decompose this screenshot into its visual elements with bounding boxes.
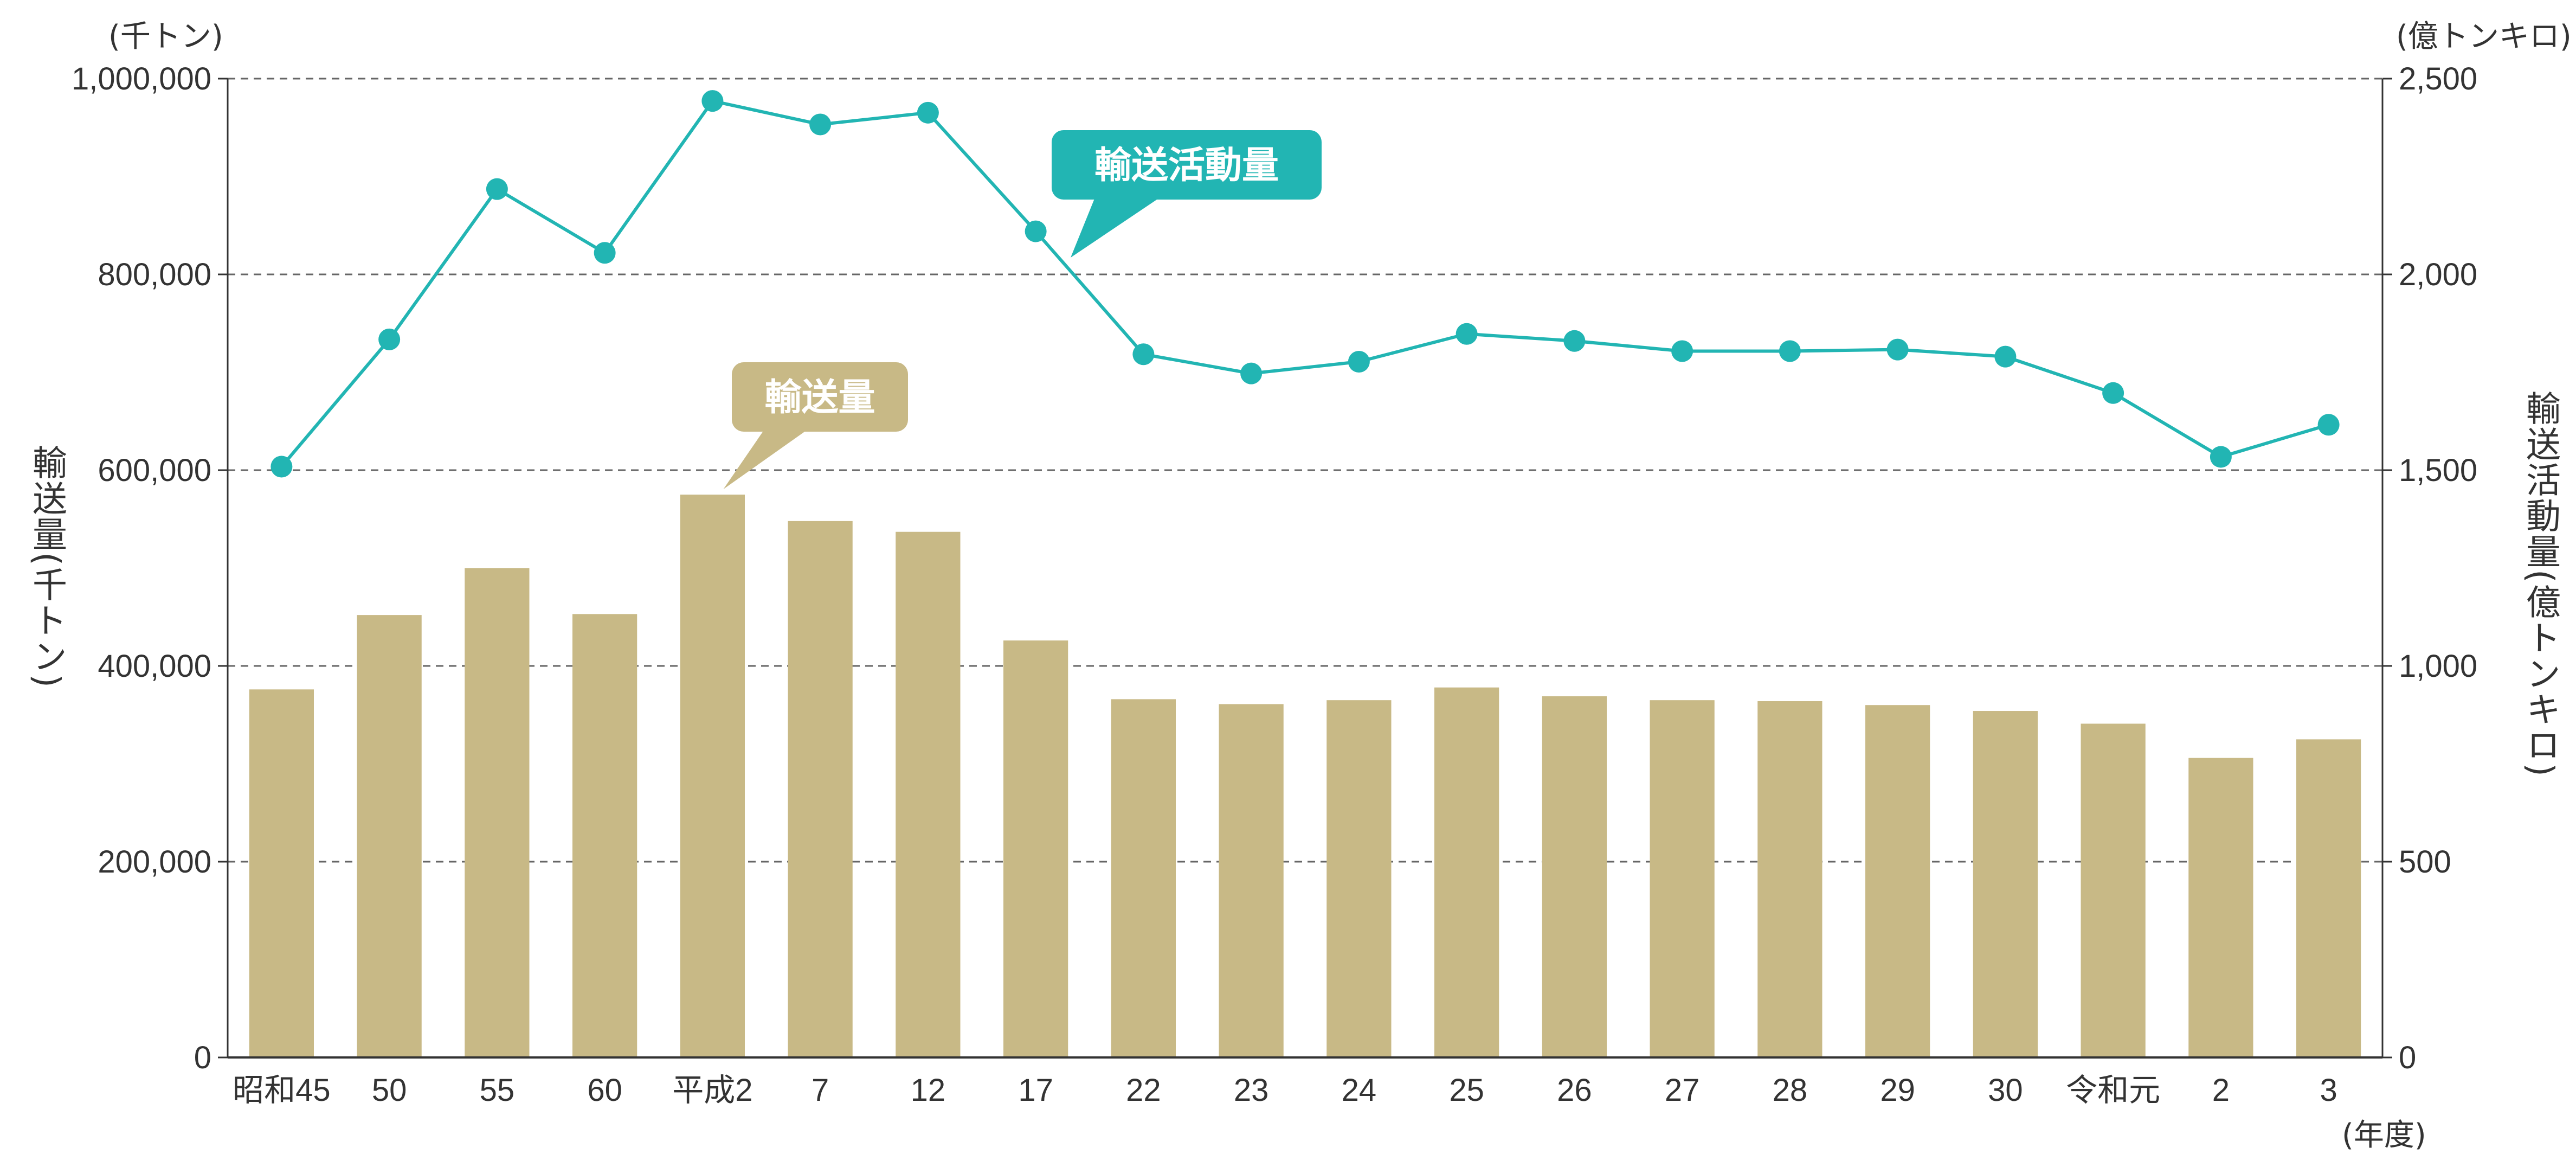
line-point bbox=[1671, 340, 1693, 362]
line-point bbox=[701, 90, 724, 112]
x-axis-unit: (年度) bbox=[2342, 1118, 2426, 1153]
x-tick-label: 55 bbox=[480, 1073, 515, 1108]
left-tick-label: 200,000 bbox=[98, 844, 211, 880]
bar-callout-label: 輸送量 bbox=[764, 376, 875, 419]
left-tick-label: 400,000 bbox=[98, 649, 211, 684]
bar bbox=[1003, 640, 1068, 1057]
bar bbox=[2296, 739, 2361, 1057]
bar bbox=[1326, 700, 1392, 1057]
bar bbox=[1434, 687, 1499, 1057]
line-point bbox=[2317, 414, 2340, 436]
line-point bbox=[486, 178, 508, 200]
x-tick-label: 27 bbox=[1665, 1073, 1700, 1108]
bar-series bbox=[249, 495, 2361, 1057]
tick-labels: 0 200,000 400,000 600,000 800,000 1,000,000 0 5… bbox=[72, 61, 2477, 1108]
bar bbox=[357, 615, 422, 1057]
line-point bbox=[378, 328, 401, 350]
x-tick-label: 30 bbox=[1988, 1073, 2023, 1108]
x-tick-label: 12 bbox=[911, 1073, 946, 1108]
bar-callout-box bbox=[732, 362, 908, 432]
left-tick-label: 0 bbox=[194, 1040, 211, 1075]
x-tick-label: 令和元 bbox=[2066, 1073, 2160, 1108]
bar bbox=[465, 568, 530, 1057]
bar bbox=[1757, 701, 1822, 1057]
line-point bbox=[809, 113, 832, 136]
line-point bbox=[1886, 338, 1909, 361]
line-point bbox=[1348, 351, 1370, 373]
left-tick-label: 600,000 bbox=[98, 453, 211, 488]
line-point bbox=[271, 456, 293, 478]
x-tick-label: 3 bbox=[2320, 1073, 2337, 1108]
bar bbox=[572, 614, 637, 1057]
bar-callout-pointer bbox=[723, 429, 808, 490]
right-tick-label: 500 bbox=[2399, 844, 2451, 880]
left-axis-unit: (千トン) bbox=[108, 19, 223, 54]
x-tick-label: 60 bbox=[587, 1073, 622, 1108]
x-tick-label: 28 bbox=[1773, 1073, 1808, 1108]
line-point bbox=[1994, 345, 2017, 368]
x-tick-label: 26 bbox=[1557, 1073, 1592, 1108]
axes bbox=[218, 78, 2392, 1059]
x-tick-label: 昭和45 bbox=[233, 1073, 331, 1108]
line-point bbox=[1025, 220, 1047, 242]
x-tick-label: 22 bbox=[1126, 1073, 1161, 1108]
line-point bbox=[1779, 340, 1801, 362]
left-tick-label: 1,000,000 bbox=[72, 61, 211, 97]
line-point bbox=[594, 242, 616, 264]
line-point bbox=[1456, 323, 1478, 345]
line-callout-label: 輸送活動量 bbox=[1094, 144, 1279, 187]
bar bbox=[1111, 699, 1176, 1057]
x-tick-label: 29 bbox=[1880, 1073, 1915, 1108]
bar bbox=[1973, 711, 2038, 1057]
bar bbox=[2081, 723, 2146, 1057]
line-point bbox=[2102, 382, 2124, 404]
bar bbox=[1865, 705, 1930, 1057]
x-tick-label: 24 bbox=[1342, 1073, 1377, 1108]
bar bbox=[1650, 700, 1715, 1057]
callouts: 輸送量 輸送活動量 bbox=[723, 130, 1322, 490]
x-tick-label: 7 bbox=[812, 1073, 829, 1108]
bar bbox=[2188, 758, 2253, 1057]
right-tick-label: 1,500 bbox=[2399, 453, 2477, 488]
x-tick-label: 2 bbox=[2212, 1073, 2230, 1108]
line-point bbox=[917, 101, 939, 124]
line-point bbox=[2210, 446, 2232, 468]
right-axis-unit: (億トンキロ) bbox=[2396, 19, 2572, 54]
x-tick-label: 50 bbox=[372, 1073, 407, 1108]
right-axis-title: 輸送活動量(億トンキロ) bbox=[2520, 390, 2560, 778]
right-tick-label: 0 bbox=[2399, 1040, 2416, 1075]
bar bbox=[680, 495, 745, 1057]
left-tick-label: 800,000 bbox=[98, 257, 211, 292]
line-callout-box bbox=[1052, 130, 1322, 200]
line-point bbox=[1132, 343, 1155, 366]
right-tick-label: 2,000 bbox=[2399, 257, 2477, 292]
left-axis-title: 輸送量(千トン) bbox=[27, 445, 67, 689]
right-tick-label: 2,500 bbox=[2399, 61, 2477, 97]
bar bbox=[788, 521, 853, 1057]
x-tick-label: 23 bbox=[1234, 1073, 1269, 1108]
line-callout-pointer bbox=[1071, 197, 1160, 258]
bar bbox=[249, 689, 314, 1057]
line-series bbox=[271, 90, 2340, 478]
line-path bbox=[280, 99, 2329, 468]
line-point bbox=[1240, 362, 1263, 384]
right-tick-label: 1,000 bbox=[2399, 649, 2477, 684]
bar bbox=[1542, 696, 1607, 1057]
bar bbox=[1219, 704, 1284, 1057]
x-tick-label: 平成2 bbox=[672, 1073, 752, 1108]
x-tick-label: 25 bbox=[1449, 1073, 1484, 1108]
x-tick-label: 17 bbox=[1018, 1073, 1053, 1108]
line-point bbox=[1563, 330, 1586, 352]
bar bbox=[896, 531, 961, 1057]
